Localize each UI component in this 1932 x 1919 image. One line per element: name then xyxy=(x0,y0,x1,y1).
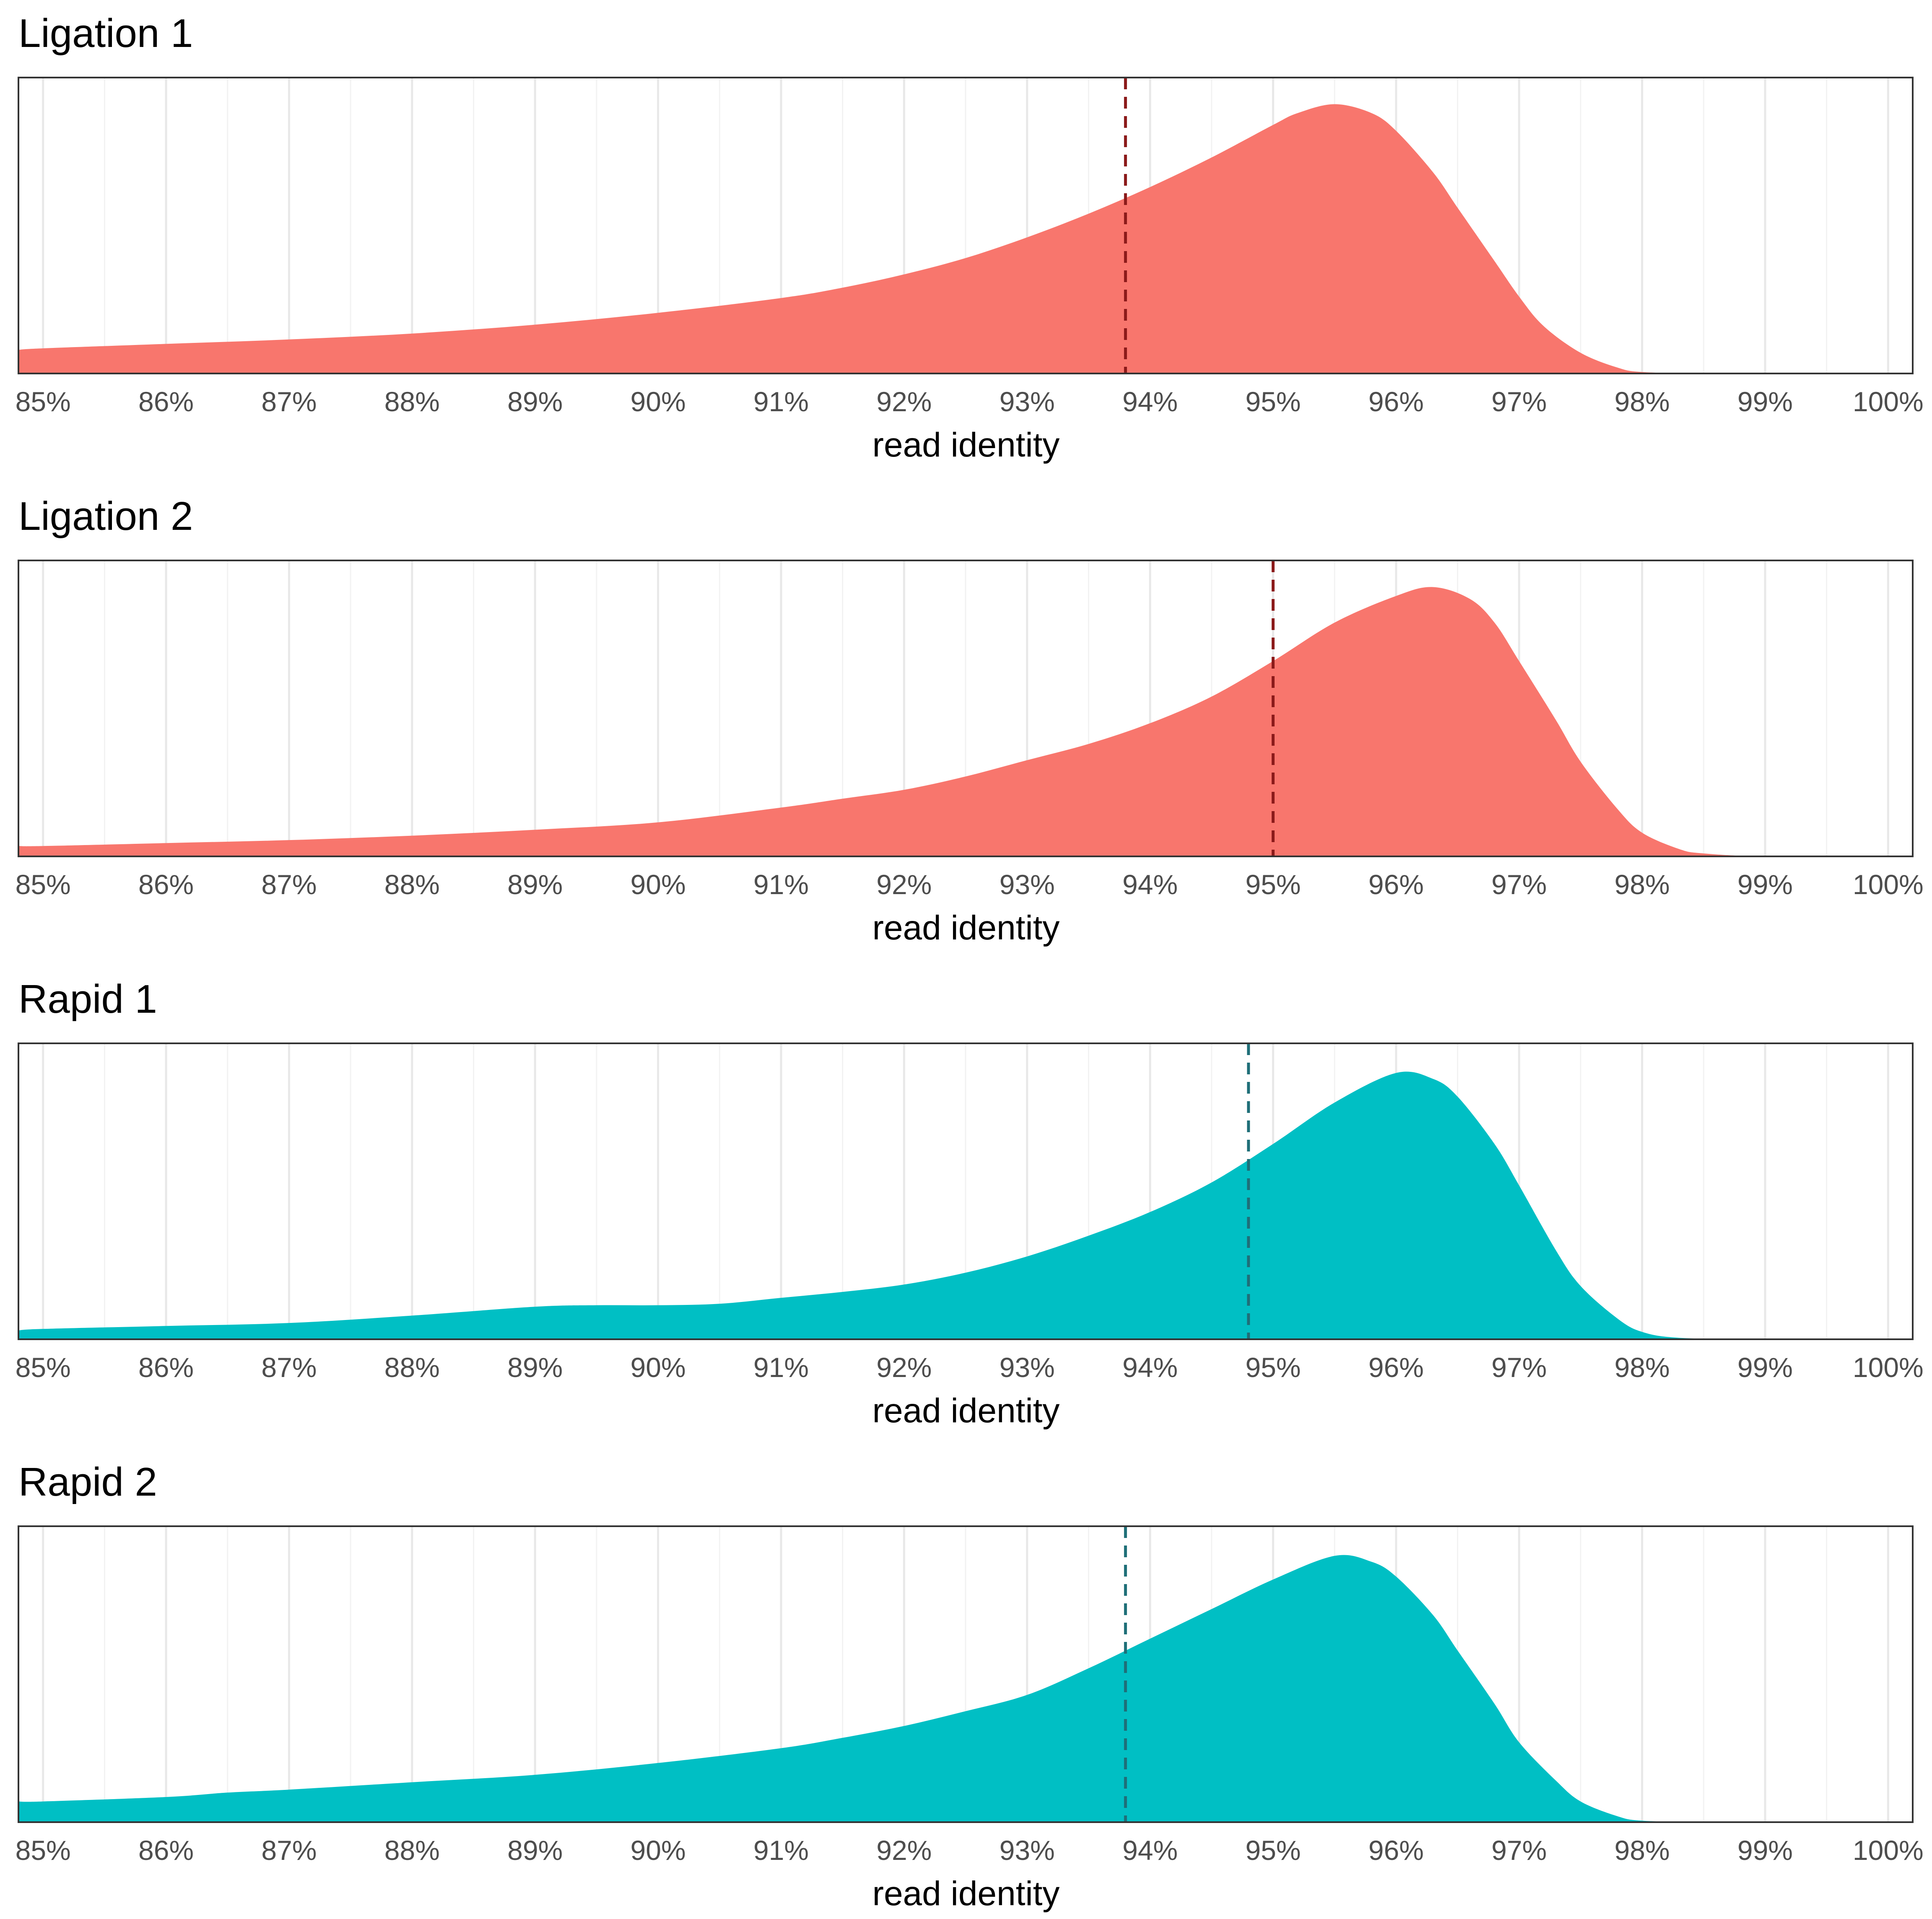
x-tick-label: 97% xyxy=(1491,869,1547,900)
x-tick-label: 91% xyxy=(753,1352,809,1383)
x-tick-label: 100% xyxy=(1853,386,1924,417)
x-tick-label: 89% xyxy=(507,1835,563,1866)
density-area xyxy=(18,1555,1913,1822)
x-tick-label: 86% xyxy=(138,1352,194,1383)
panel-border xyxy=(18,1042,1914,1340)
x-tick-labels: 85% 86% 87% 88% 89% 90% 91% 92% 93% 94% 95% 96% 97% 9… xyxy=(16,869,1924,900)
x-tick-label: 95% xyxy=(1245,869,1301,900)
panel-title: Ligation 1 xyxy=(18,11,193,56)
x-tick-label: 100% xyxy=(1853,1352,1924,1383)
x-tick-label: 98% xyxy=(1615,869,1670,900)
x-tick-label: 94% xyxy=(1122,386,1178,417)
panel-ligation-2: Ligation 2 85% 86% 87% 88% 89% 90% 91% 92% 93% 94… xyxy=(16,494,1924,947)
x-tick-label: 96% xyxy=(1368,386,1424,417)
panel-border xyxy=(18,560,1914,857)
x-tick-label: 91% xyxy=(753,1835,809,1866)
x-tick-labels: 85% 86% 87% 88% 89% 90% 91% 92% 93% 94% 95% 96% 97% 9… xyxy=(16,1835,1924,1866)
x-tick-label: 100% xyxy=(1853,1835,1924,1866)
panel-ligation-1: Ligation 1 85% 86% 87% 88% 89% 90% 91% 92% 93% 94… xyxy=(16,11,1924,464)
x-tick-label: 95% xyxy=(1245,1352,1301,1383)
x-tick-label: 90% xyxy=(631,1835,686,1866)
x-tick-label: 89% xyxy=(507,869,563,900)
x-tick-label: 97% xyxy=(1491,1835,1547,1866)
density-area xyxy=(18,1071,1913,1339)
x-tick-label: 93% xyxy=(1000,1835,1055,1866)
x-tick-label: 89% xyxy=(507,386,563,417)
x-tick-label: 95% xyxy=(1245,386,1301,417)
x-tick-label: 94% xyxy=(1122,1835,1178,1866)
density-area xyxy=(18,587,1913,856)
x-tick-label: 85% xyxy=(16,1835,71,1866)
x-tick-label: 85% xyxy=(16,869,71,900)
x-tick-label: 85% xyxy=(16,1352,71,1383)
x-tick-label: 90% xyxy=(631,1352,686,1383)
x-tick-label: 92% xyxy=(876,386,932,417)
x-tick-label: 96% xyxy=(1368,869,1424,900)
x-tick-label: 87% xyxy=(261,1835,317,1866)
x-axis-title: read identity xyxy=(873,1392,1060,1430)
x-tick-label: 87% xyxy=(261,869,317,900)
x-tick-label: 88% xyxy=(384,1835,440,1866)
x-tick-label: 92% xyxy=(876,1835,932,1866)
x-tick-label: 100% xyxy=(1853,869,1924,900)
panel-border xyxy=(18,1525,1914,1823)
x-axis-title: read identity xyxy=(873,909,1060,947)
x-tick-label: 86% xyxy=(138,1835,194,1866)
x-tick-label: 93% xyxy=(1000,869,1055,900)
x-tick-label: 95% xyxy=(1245,1835,1301,1866)
panel-title: Rapid 1 xyxy=(18,977,157,1022)
x-tick-label: 98% xyxy=(1615,1835,1670,1866)
x-tick-label: 87% xyxy=(261,386,317,417)
x-tick-label: 97% xyxy=(1491,386,1547,417)
x-tick-label: 97% xyxy=(1491,1352,1547,1383)
x-tick-label: 96% xyxy=(1368,1352,1424,1383)
x-tick-label: 92% xyxy=(876,869,932,900)
x-tick-label: 88% xyxy=(384,869,440,900)
panel-rapid-1: Rapid 1 85% 86% 87% 88% 89% 90% 91% 92% 93% 94% 95… xyxy=(16,977,1924,1430)
density-area xyxy=(18,104,1913,374)
x-tick-label: 90% xyxy=(631,869,686,900)
x-tick-label: 99% xyxy=(1737,869,1793,900)
x-tick-label: 86% xyxy=(138,869,194,900)
x-axis-title: read identity xyxy=(873,1875,1060,1913)
x-tick-label: 98% xyxy=(1615,1352,1670,1383)
panel-border xyxy=(18,77,1914,374)
panel-title: Ligation 2 xyxy=(18,494,193,539)
x-axis-title: read identity xyxy=(873,426,1060,464)
x-tick-label: 96% xyxy=(1368,1835,1424,1866)
x-tick-label: 93% xyxy=(1000,386,1055,417)
x-tick-label: 85% xyxy=(16,386,71,417)
x-tick-label: 90% xyxy=(631,386,686,417)
x-tick-label: 94% xyxy=(1122,1352,1178,1383)
x-tick-labels: 85% 86% 87% 88% 89% 90% 91% 92% 93% 94% 95% 96% 97% 9… xyxy=(16,1352,1924,1383)
x-tick-label: 99% xyxy=(1737,1835,1793,1866)
x-tick-label: 93% xyxy=(1000,1352,1055,1383)
x-tick-label: 94% xyxy=(1122,869,1178,900)
x-tick-label: 87% xyxy=(261,1352,317,1383)
x-tick-label: 88% xyxy=(384,386,440,417)
panel-title: Rapid 2 xyxy=(18,1460,157,1504)
x-tick-label: 89% xyxy=(507,1352,563,1383)
x-tick-label: 92% xyxy=(876,1352,932,1383)
x-tick-label: 88% xyxy=(384,1352,440,1383)
x-tick-label: 86% xyxy=(138,386,194,417)
x-tick-label: 99% xyxy=(1737,1352,1793,1383)
x-tick-label: 99% xyxy=(1737,386,1793,417)
x-tick-label: 91% xyxy=(753,386,809,417)
x-tick-labels: 85% 86% 87% 88% 89% 90% 91% 92% 93% 94% 95% 96% 97% 9… xyxy=(16,386,1924,417)
x-tick-label: 91% xyxy=(753,869,809,900)
panel-rapid-2: Rapid 2 85% 86% 87% 88% 89% 90% 91% 92% 93% 94% 95… xyxy=(16,1460,1924,1913)
x-tick-label: 98% xyxy=(1615,386,1670,417)
